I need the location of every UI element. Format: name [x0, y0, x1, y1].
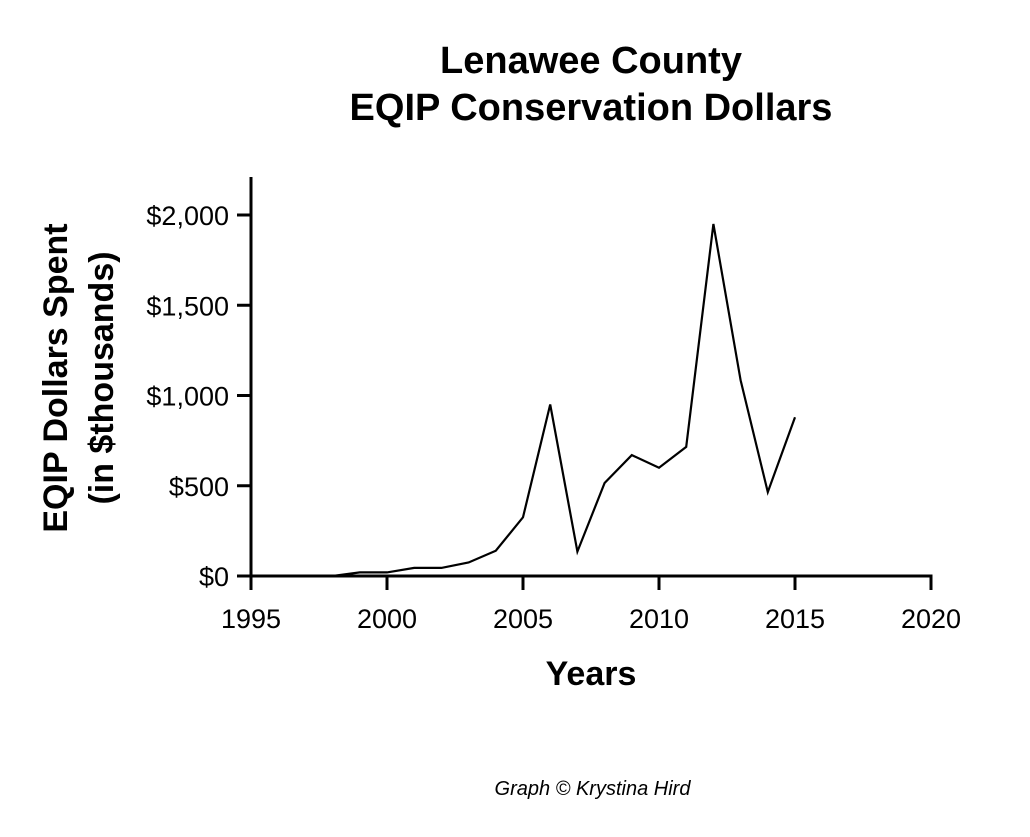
y-tick-label: $1,500	[146, 291, 229, 321]
x-tick-label: 2010	[629, 604, 689, 634]
y-axis-label-line-2: (in $thousands)	[83, 251, 121, 504]
y-tick-label: $500	[169, 472, 229, 502]
y-axis-label-line-1: EQIP Dollars Spent	[37, 223, 75, 532]
x-tick-label: 2000	[357, 604, 417, 634]
x-tick-label: 1995	[221, 604, 281, 634]
chart-title-line-2: EQIP Conservation Dollars	[349, 87, 833, 129]
x-tick-label: 2005	[493, 604, 553, 634]
x-axis-label: Years	[546, 655, 637, 693]
series-line	[332, 223, 797, 578]
y-tick-label: $0	[199, 562, 229, 592]
x-tick-label: 2020	[901, 604, 961, 634]
x-tick-label: 2015	[765, 604, 825, 634]
y-tick-label: $2,000	[146, 201, 229, 231]
graph-credit: Graph © Krystina Hird	[494, 778, 691, 800]
y-tick-label: $1,000	[146, 382, 229, 412]
chart-title-line-1: Lenawee County	[440, 40, 742, 82]
